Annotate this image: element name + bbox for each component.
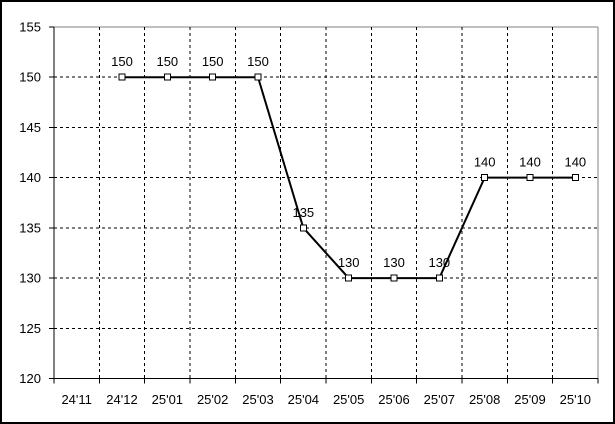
y-tick-label: 140 xyxy=(19,170,41,185)
x-tick-label: 24'11 xyxy=(61,392,91,407)
data-label: 140 xyxy=(519,155,541,170)
data-label: 150 xyxy=(156,54,178,69)
data-point-marker xyxy=(118,73,126,81)
x-tick-label: 25'05 xyxy=(333,392,364,407)
data-label: 135 xyxy=(292,205,314,220)
data-point-marker xyxy=(435,274,443,282)
data-point-marker xyxy=(254,73,262,81)
data-point-marker xyxy=(481,174,489,182)
data-label: 130 xyxy=(428,255,450,270)
x-tick-label: 25'07 xyxy=(424,392,455,407)
x-tick-label: 25'02 xyxy=(197,392,228,407)
data-label: 150 xyxy=(247,54,269,69)
data-point-marker xyxy=(390,274,398,282)
x-tick-label: 25'08 xyxy=(469,392,500,407)
data-label: 150 xyxy=(111,54,133,69)
x-tick-label: 25'01 xyxy=(152,392,183,407)
data-point-marker xyxy=(209,73,217,81)
data-label: 150 xyxy=(202,54,224,69)
x-tick-label: 25'04 xyxy=(288,392,319,407)
data-label: 140 xyxy=(474,155,496,170)
data-label: 130 xyxy=(383,255,405,270)
x-tick-label: 25'06 xyxy=(378,392,409,407)
data-label: 130 xyxy=(338,255,360,270)
x-tick-label: 25'03 xyxy=(242,392,273,407)
data-point-marker xyxy=(299,224,307,232)
y-tick-label: 155 xyxy=(19,20,41,35)
data-point-marker xyxy=(345,274,353,282)
y-tick-label: 135 xyxy=(19,220,41,235)
y-tick-label: 150 xyxy=(19,70,41,85)
data-label: 140 xyxy=(564,155,586,170)
data-point-marker xyxy=(163,73,171,81)
x-tick-label: 24'12 xyxy=(106,392,137,407)
data-point-marker xyxy=(526,174,534,182)
y-tick-label: 145 xyxy=(19,120,41,135)
y-tick-label: 120 xyxy=(19,371,41,386)
y-tick-label: 125 xyxy=(19,321,41,336)
x-tick-label: 25'10 xyxy=(560,392,591,407)
data-point-marker xyxy=(571,174,579,182)
x-tick-label: 25'09 xyxy=(514,392,545,407)
y-tick-label: 130 xyxy=(19,271,41,286)
